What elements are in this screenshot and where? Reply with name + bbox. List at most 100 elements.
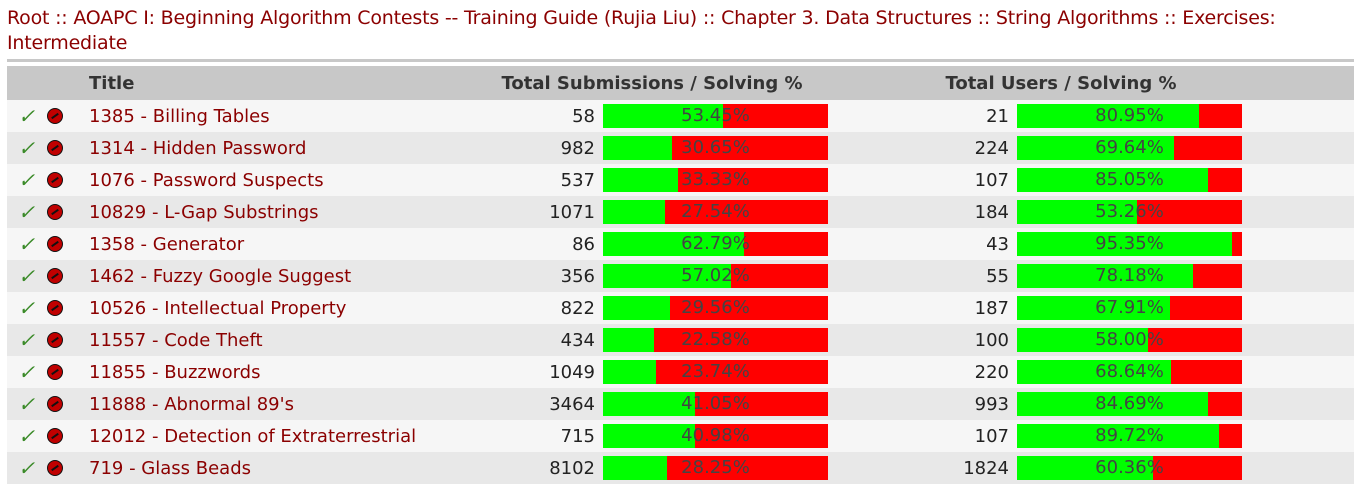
- users-bar-cell: 84.69%: [1017, 388, 1354, 420]
- table-row: ✓ 11888 - Abnormal 89's 3464 41.05% 993 …: [7, 388, 1354, 420]
- users-solving-fill: [1017, 456, 1153, 480]
- breadcrumb-separator: ::: [49, 7, 74, 29]
- problem-title-link[interactable]: 10829 - L-Gap Substrings: [89, 201, 319, 223]
- table-row: ✓ 1462 - Fuzzy Google Suggest 356 57.02%…: [7, 260, 1354, 292]
- header-divider: [7, 59, 1354, 62]
- submissions-solving-percent: 41.05%: [681, 393, 750, 414]
- check-cell: ✓: [7, 100, 40, 132]
- header-title-label: Title: [89, 72, 135, 94]
- users-count: 1824: [925, 452, 1017, 484]
- table-row: ✓ 12012 - Detection of Extraterrestrial …: [7, 420, 1354, 452]
- problem-title-link[interactable]: 1358 - Generator: [89, 233, 245, 255]
- check-cell: ✓: [7, 196, 40, 228]
- users-bar-cell: 85.05%: [1017, 164, 1354, 196]
- users-bar-cell: 78.18%: [1017, 260, 1354, 292]
- users-solving-percent: 95.35%: [1095, 233, 1164, 254]
- problem-table: Title Total Submissions / Solving % Tota…: [7, 66, 1354, 484]
- solve-icon[interactable]: [47, 204, 63, 220]
- check-cell: ✓: [7, 132, 40, 164]
- users-count: 224: [925, 132, 1017, 164]
- submissions-bar-cell: 53.45%: [603, 100, 925, 132]
- users-solving-percent: 84.69%: [1095, 393, 1164, 414]
- submissions-solving-fill: [603, 104, 724, 128]
- solve-icon[interactable]: [47, 140, 63, 156]
- breadcrumb-root[interactable]: Root: [7, 7, 50, 29]
- submissions-solving-bar: 30.65%: [603, 136, 828, 160]
- submissions-bar-cell: 41.05%: [603, 388, 925, 420]
- problem-title-link[interactable]: 1462 - Fuzzy Google Suggest: [89, 265, 352, 287]
- submissions-solving-percent: 40.98%: [681, 425, 750, 446]
- submissions-bar-cell: 22.58%: [603, 324, 925, 356]
- submissions-count: 982: [511, 132, 603, 164]
- submissions-solving-fill: [603, 456, 667, 480]
- solve-icon[interactable]: [47, 460, 63, 476]
- problem-title-link[interactable]: 719 - Glass Beads: [89, 457, 252, 479]
- users-count: 187: [925, 292, 1017, 324]
- breadcrumb-section[interactable]: String Algorithms: [995, 7, 1159, 29]
- check-cell: ✓: [7, 356, 40, 388]
- problem-title-link[interactable]: 1385 - Billing Tables: [89, 105, 270, 127]
- title-cell: 1076 - Password Suspects: [81, 164, 511, 196]
- table-row: ✓ 1385 - Billing Tables 58 53.45% 21 80.…: [7, 100, 1354, 132]
- solve-icon[interactable]: [47, 236, 63, 252]
- users-solving-bar: 60.36%: [1017, 456, 1242, 480]
- problem-title-link[interactable]: 12012 - Detection of Extraterrestrial: [89, 425, 417, 447]
- solve-icon[interactable]: [47, 108, 63, 124]
- problem-title-link[interactable]: 11888 - Abnormal 89's: [89, 393, 294, 415]
- problem-title-link[interactable]: 1314 - Hidden Password: [89, 137, 307, 159]
- table-row: ✓ 11557 - Code Theft 434 22.58% 100 58.0…: [7, 324, 1354, 356]
- submissions-solving-percent: 23.74%: [681, 361, 750, 382]
- table-row: ✓ 10526 - Intellectual Property 822 29.5…: [7, 292, 1354, 324]
- problem-title-link[interactable]: 1076 - Password Suspects: [89, 169, 324, 191]
- submissions-solving-bar: 22.58%: [603, 328, 828, 352]
- solve-icon[interactable]: [47, 268, 63, 284]
- users-count: 21: [925, 100, 1017, 132]
- submissions-count: 58: [511, 100, 603, 132]
- solve-icon[interactable]: [47, 396, 63, 412]
- users-count: 184: [925, 196, 1017, 228]
- title-cell: 1462 - Fuzzy Google Suggest: [81, 260, 511, 292]
- users-solving-bar: 85.05%: [1017, 168, 1242, 192]
- problem-title-link[interactable]: 11855 - Buzzwords: [89, 361, 261, 383]
- header-submissions-label: Total Submissions / Solving %: [501, 72, 803, 94]
- solve-icon[interactable]: [47, 332, 63, 348]
- problem-title-link[interactable]: 11557 - Code Theft: [89, 329, 263, 351]
- title-cell: 1385 - Billing Tables: [81, 100, 511, 132]
- users-bar-cell: 53.26%: [1017, 196, 1354, 228]
- breadcrumb-chapter[interactable]: Chapter 3. Data Structures: [721, 7, 972, 29]
- submissions-solving-fill: [603, 264, 732, 288]
- submissions-bar-cell: 29.56%: [603, 292, 925, 324]
- header-users[interactable]: Total Users / Solving %: [925, 66, 1354, 100]
- check-cell: ✓: [7, 324, 40, 356]
- problem-title-link[interactable]: 10526 - Intellectual Property: [89, 297, 347, 319]
- solve-cell: [39, 324, 81, 356]
- submissions-solving-bar: 53.45%: [603, 104, 828, 128]
- table-row: ✓ 1358 - Generator 86 62.79% 43 95.35%: [7, 228, 1354, 260]
- check-cell: ✓: [7, 228, 40, 260]
- header-spacer: [39, 66, 81, 100]
- solve-cell: [39, 356, 81, 388]
- users-solving-fill: [1017, 360, 1172, 384]
- breadcrumb-subsection[interactable]: Exercises: Intermediate: [7, 7, 1276, 54]
- submissions-solving-bar: 62.79%: [603, 232, 828, 256]
- solve-icon[interactable]: [47, 428, 63, 444]
- solve-icon[interactable]: [47, 364, 63, 380]
- solve-cell: [39, 164, 81, 196]
- breadcrumb-book[interactable]: AOAPC I: Beginning Algorithm Contests --…: [73, 7, 698, 29]
- users-count: 220: [925, 356, 1017, 388]
- breadcrumb: Root :: AOAPC I: Beginning Algorithm Con…: [7, 6, 1347, 56]
- users-bar-cell: 89.72%: [1017, 420, 1354, 452]
- solve-icon[interactable]: [47, 172, 63, 188]
- users-solving-bar: 80.95%: [1017, 104, 1242, 128]
- users-count: 993: [925, 388, 1017, 420]
- title-cell: 1358 - Generator: [81, 228, 511, 260]
- submissions-solving-bar: 28.25%: [603, 456, 828, 480]
- users-solving-percent: 85.05%: [1095, 169, 1164, 190]
- users-bar-cell: 95.35%: [1017, 228, 1354, 260]
- header-title[interactable]: Title: [81, 66, 511, 100]
- title-cell: 11855 - Buzzwords: [81, 356, 511, 388]
- table-row: ✓ 11855 - Buzzwords 1049 23.74% 220 68.6…: [7, 356, 1354, 388]
- solve-icon[interactable]: [47, 300, 63, 316]
- submissions-solving-fill: [603, 360, 657, 384]
- header-submissions[interactable]: Total Submissions / Solving %: [501, 66, 925, 100]
